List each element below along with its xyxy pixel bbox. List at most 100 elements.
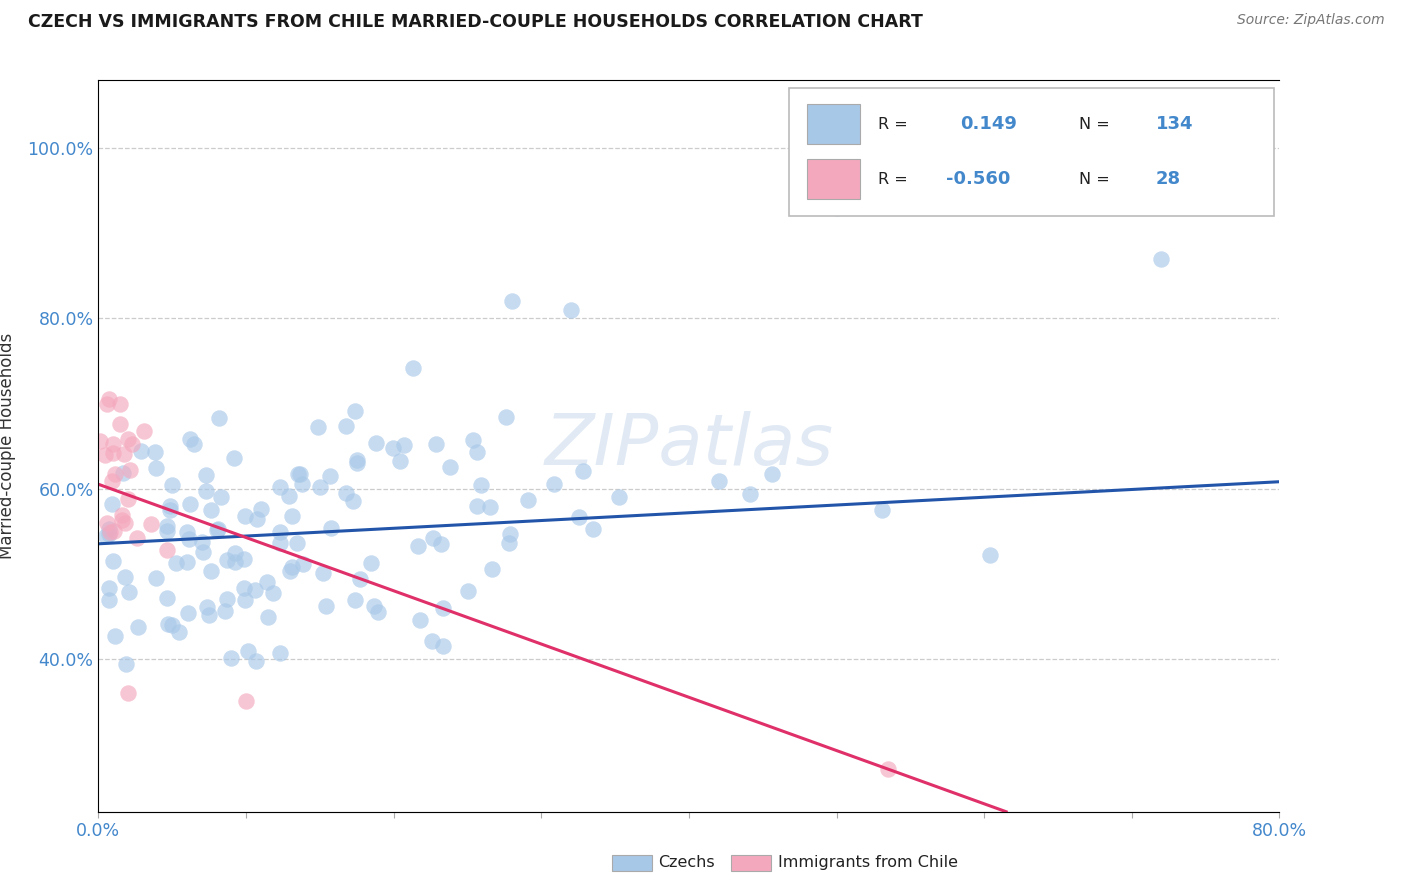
Point — [343, 592, 366, 607]
Point — [159, 499, 181, 513]
Point — [761, 467, 783, 481]
Point — [96, 397, 118, 411]
Point — [269, 646, 291, 660]
Point — [97, 527, 120, 541]
Point — [132, 424, 155, 438]
Point — [143, 445, 166, 459]
Point — [292, 557, 315, 571]
Point — [257, 610, 280, 624]
Point — [269, 536, 291, 550]
Point — [432, 601, 454, 615]
Point — [501, 294, 523, 309]
Point — [346, 456, 368, 470]
Point — [245, 654, 267, 668]
Point — [285, 536, 308, 550]
Point — [308, 480, 330, 494]
Point — [1150, 252, 1173, 266]
Point — [979, 548, 1001, 562]
Point — [342, 494, 364, 508]
Point — [117, 432, 139, 446]
Point — [607, 490, 630, 504]
Point — [159, 503, 181, 517]
Point — [738, 487, 761, 501]
Point — [198, 608, 221, 623]
Point — [112, 447, 135, 461]
Point — [246, 511, 269, 525]
Point — [278, 564, 301, 578]
Point — [388, 454, 411, 468]
Point — [262, 586, 284, 600]
Point — [236, 644, 259, 658]
Point — [97, 593, 120, 607]
Point — [278, 489, 301, 503]
Point — [179, 497, 201, 511]
Point — [315, 599, 337, 613]
Point — [108, 397, 131, 411]
Point — [432, 639, 454, 653]
Point — [165, 556, 187, 570]
Point — [402, 361, 425, 376]
Point — [145, 461, 167, 475]
Point — [125, 531, 148, 545]
Point — [498, 527, 520, 541]
Point — [363, 599, 385, 613]
Point — [478, 500, 501, 515]
Point — [156, 542, 179, 557]
Point — [195, 468, 218, 483]
Point — [457, 583, 479, 598]
Text: R =: R = — [877, 117, 908, 132]
FancyBboxPatch shape — [807, 104, 860, 145]
Point — [96, 516, 118, 531]
Point — [233, 509, 256, 524]
Point — [233, 551, 256, 566]
Text: 0.149: 0.149 — [960, 115, 1018, 133]
Point — [121, 437, 143, 451]
Point — [319, 521, 342, 535]
Point — [281, 508, 304, 523]
Point — [100, 524, 122, 539]
Point — [425, 437, 447, 451]
Point — [335, 419, 357, 434]
Point — [222, 450, 245, 465]
Point — [870, 502, 893, 516]
Point — [103, 554, 125, 568]
Point — [430, 537, 453, 551]
Point — [93, 448, 115, 462]
Point — [200, 502, 222, 516]
Point — [176, 524, 198, 539]
Point — [207, 522, 229, 536]
Point — [110, 417, 132, 431]
FancyBboxPatch shape — [807, 159, 860, 199]
Text: Czechs: Czechs — [658, 855, 716, 870]
Point — [101, 497, 124, 511]
Text: -0.560: -0.560 — [946, 170, 1011, 188]
Point — [114, 569, 136, 583]
Point — [470, 478, 492, 492]
Text: 134: 134 — [1156, 115, 1192, 133]
Point — [572, 464, 595, 478]
Point — [349, 572, 371, 586]
Point — [364, 436, 387, 450]
Point — [360, 556, 382, 570]
Point — [111, 508, 134, 523]
Point — [191, 544, 214, 558]
Point — [139, 517, 162, 532]
Text: Source: ZipAtlas.com: Source: ZipAtlas.com — [1237, 13, 1385, 28]
Point — [156, 524, 179, 539]
Point — [103, 524, 125, 538]
Point — [709, 474, 731, 488]
Point — [160, 618, 183, 632]
Point — [439, 459, 461, 474]
Text: ZIPatlas: ZIPatlas — [544, 411, 834, 481]
Point — [101, 436, 124, 450]
Point — [409, 613, 432, 627]
Point — [495, 410, 517, 425]
Point — [200, 564, 222, 578]
Point — [127, 620, 149, 634]
Point — [235, 694, 257, 708]
Point — [217, 592, 239, 607]
Point — [156, 617, 179, 632]
Point — [177, 607, 200, 621]
Point — [145, 570, 167, 584]
Point — [288, 467, 311, 482]
